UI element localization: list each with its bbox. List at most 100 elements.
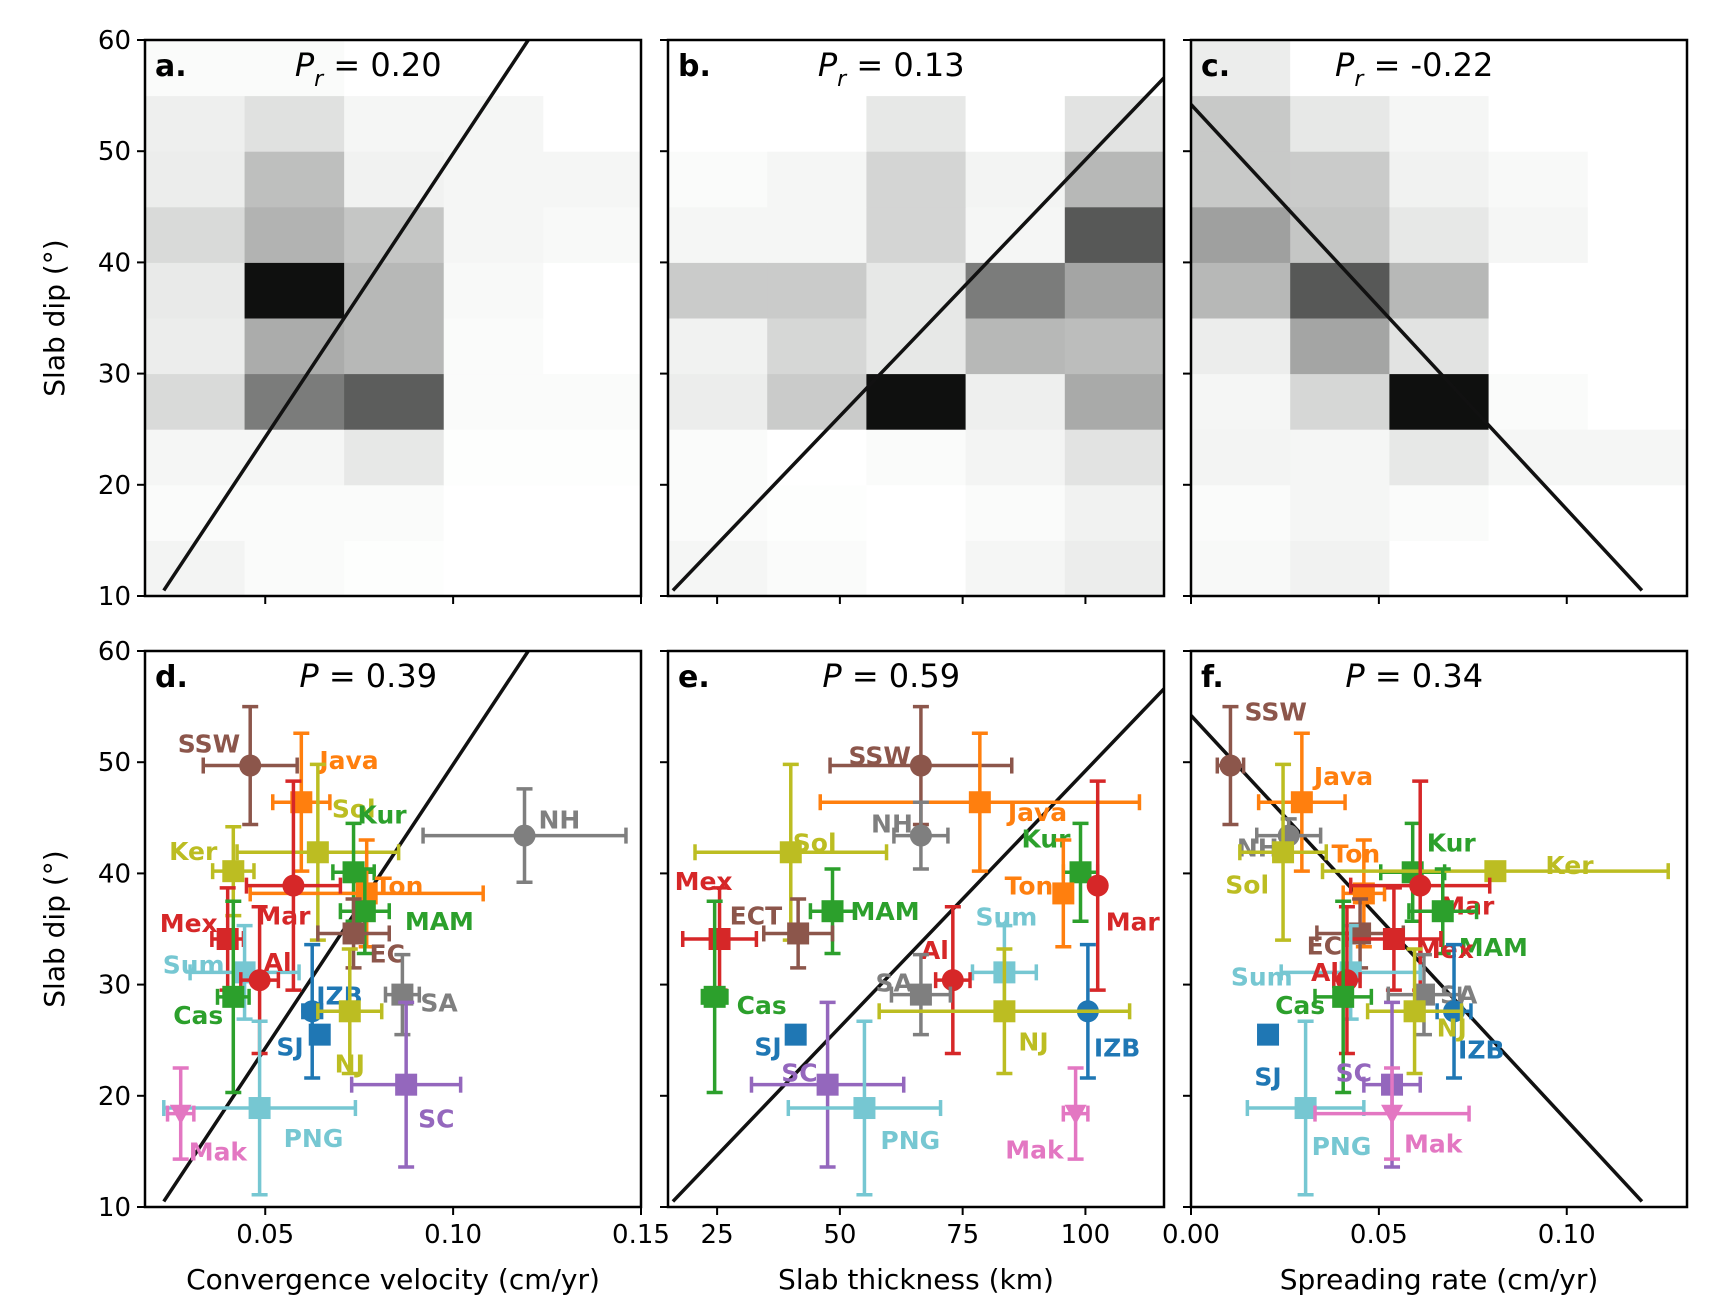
marker-square [1052, 882, 1075, 905]
stat-equals: = [1365, 657, 1412, 695]
panel-letter: c. [1201, 49, 1230, 84]
point-label: MAM [1459, 933, 1528, 962]
heatmap-cell [443, 262, 544, 319]
point-label: SSW [178, 730, 240, 759]
heatmap-cell [1064, 206, 1164, 263]
y-tick-label: 30 [98, 360, 131, 390]
heatmap-cell [1064, 40, 1164, 97]
point-java: Java [1256, 731, 1373, 873]
point-label: Ton [1331, 839, 1380, 868]
axes-frame [1189, 38, 1689, 598]
heatmap-cell [1290, 40, 1390, 97]
heatmap-cell [1587, 373, 1687, 430]
heatmap-cell [1587, 318, 1687, 375]
heatmap-cell [965, 429, 1066, 486]
marker-square [216, 928, 239, 951]
marker-square [1431, 900, 1454, 923]
x-axis-label: Spreading rate (cm/yr) [1280, 1263, 1599, 1296]
stat-value: 0.39 [366, 657, 437, 695]
y-axis-label: Slab dip (°) [38, 850, 71, 1007]
heatmap-cell [767, 206, 867, 263]
x-tick-label: 0.15 [612, 1220, 670, 1250]
point-sj: SJ [1254, 1023, 1282, 1092]
marker-square [708, 928, 731, 951]
y-tick-label: 10 [98, 582, 131, 612]
heatmap-cell [668, 318, 768, 375]
heatmap-cell [244, 206, 345, 263]
point-label: Ton [375, 871, 424, 900]
heatmap-cell [767, 540, 867, 596]
heatmap-cell [1064, 484, 1164, 541]
marker-square [1412, 983, 1435, 1006]
axes-frame [143, 649, 643, 1209]
marker-square [1484, 860, 1507, 883]
marker-square [1069, 861, 1092, 884]
heatmap-cell [866, 40, 967, 97]
heatmap-cell [1488, 373, 1589, 430]
stat-symbol: P [299, 657, 319, 695]
point-sa: SA [876, 952, 953, 1037]
axes-frame [1189, 649, 1689, 1209]
heatmap-cell [244, 484, 345, 541]
point-label: Al [921, 936, 949, 965]
heatmap-cell [244, 318, 345, 375]
point-mak: Mak [1313, 1066, 1471, 1161]
heatmap-cell [1290, 151, 1390, 208]
marker-square [353, 900, 376, 923]
fit-line [162, 40, 530, 592]
heatmap-cell [1587, 151, 1687, 208]
heatmap-cell [1488, 206, 1589, 263]
heatmap-cell [1389, 95, 1490, 152]
heatmap-cell [145, 540, 246, 596]
heatmap-cell [1064, 429, 1164, 486]
point-sj: SJ [754, 1023, 807, 1062]
point-ker: Ker [1320, 851, 1670, 883]
heatmap-cell [344, 95, 445, 152]
heatmap-cell [1290, 484, 1390, 541]
panel-letter: a. [155, 49, 187, 84]
point-label: Sum [163, 950, 225, 979]
point-java: Java [271, 731, 379, 873]
point-label: NH [1237, 834, 1279, 863]
panel-letter: f. [1201, 660, 1224, 695]
point-sa: SA [383, 952, 458, 1037]
point-label: Sum [975, 902, 1037, 931]
point-label: Mak [189, 1138, 249, 1167]
heatmap-cell [965, 373, 1066, 430]
heatmap-cell [145, 318, 246, 375]
stat-value: -0.22 [1411, 46, 1494, 84]
heatmap-cell [1389, 262, 1490, 319]
heatmap-cell [1488, 318, 1589, 375]
point-label: NJ [1437, 1013, 1467, 1042]
point-label: SA [420, 989, 458, 1018]
marker-square [779, 841, 802, 864]
point-label: SSW [1244, 698, 1306, 727]
point-label: MAM [405, 907, 474, 936]
marker-circle [909, 754, 932, 777]
y-tick-label: 20 [98, 471, 131, 501]
heatmap-cell [1064, 373, 1164, 430]
stat-equals: = [323, 46, 370, 84]
heatmap-cell [1587, 95, 1687, 152]
heatmap-cell [1191, 206, 1291, 263]
point-label: ECT [730, 901, 782, 930]
stat-symbol: P [1335, 46, 1355, 84]
heatmap-cell [145, 429, 246, 486]
point-ssw: SSW [1215, 698, 1307, 827]
panel-b: b. Pr = 0.13 [660, 38, 1166, 604]
marker-square [1257, 1023, 1280, 1046]
heatmap-cell [543, 95, 641, 152]
point-kur: Kur [331, 800, 407, 923]
x-tick-label: 0.05 [236, 1220, 294, 1250]
point-nh: NH [421, 787, 628, 885]
marker-square [338, 1000, 361, 1023]
heatmap-cell [145, 206, 246, 263]
point-label: MAM [851, 897, 920, 926]
point-label: Mak [1404, 1130, 1464, 1159]
y-axis-label: Slab dip (°) [38, 239, 71, 396]
marker-square [703, 985, 726, 1008]
heatmap-cell [145, 151, 246, 208]
plot-area [668, 40, 1164, 596]
point-mar: Mar [1086, 779, 1160, 992]
